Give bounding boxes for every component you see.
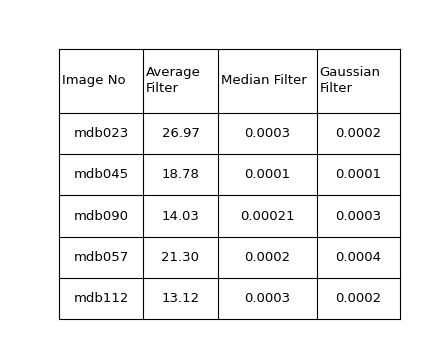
- Text: Average
Filter: Average Filter: [146, 67, 200, 96]
- Text: 0.00021: 0.00021: [240, 210, 295, 223]
- Text: 0.0002: 0.0002: [335, 292, 381, 305]
- Text: mdb045: mdb045: [73, 168, 129, 181]
- Text: 0.0003: 0.0003: [244, 292, 290, 305]
- Text: mdb090: mdb090: [73, 210, 129, 223]
- Text: mdb112: mdb112: [73, 292, 129, 305]
- Text: 18.78: 18.78: [162, 168, 199, 181]
- Text: 14.03: 14.03: [162, 210, 199, 223]
- Text: 13.12: 13.12: [161, 292, 199, 305]
- Text: 0.0003: 0.0003: [244, 127, 290, 140]
- Text: 26.97: 26.97: [162, 127, 199, 140]
- Text: 0.0001: 0.0001: [335, 168, 381, 181]
- Text: 0.0002: 0.0002: [244, 251, 290, 264]
- Text: 21.30: 21.30: [161, 251, 199, 264]
- Text: Image No: Image No: [62, 75, 126, 88]
- Text: 0.0004: 0.0004: [335, 251, 381, 264]
- Text: mdb023: mdb023: [73, 127, 129, 140]
- Text: 0.0002: 0.0002: [335, 127, 381, 140]
- Text: Median Filter: Median Filter: [221, 75, 307, 88]
- Text: 0.0001: 0.0001: [244, 168, 290, 181]
- Text: Gaussian
Filter: Gaussian Filter: [319, 67, 380, 96]
- Text: 0.0003: 0.0003: [335, 210, 381, 223]
- Text: mdb057: mdb057: [73, 251, 129, 264]
